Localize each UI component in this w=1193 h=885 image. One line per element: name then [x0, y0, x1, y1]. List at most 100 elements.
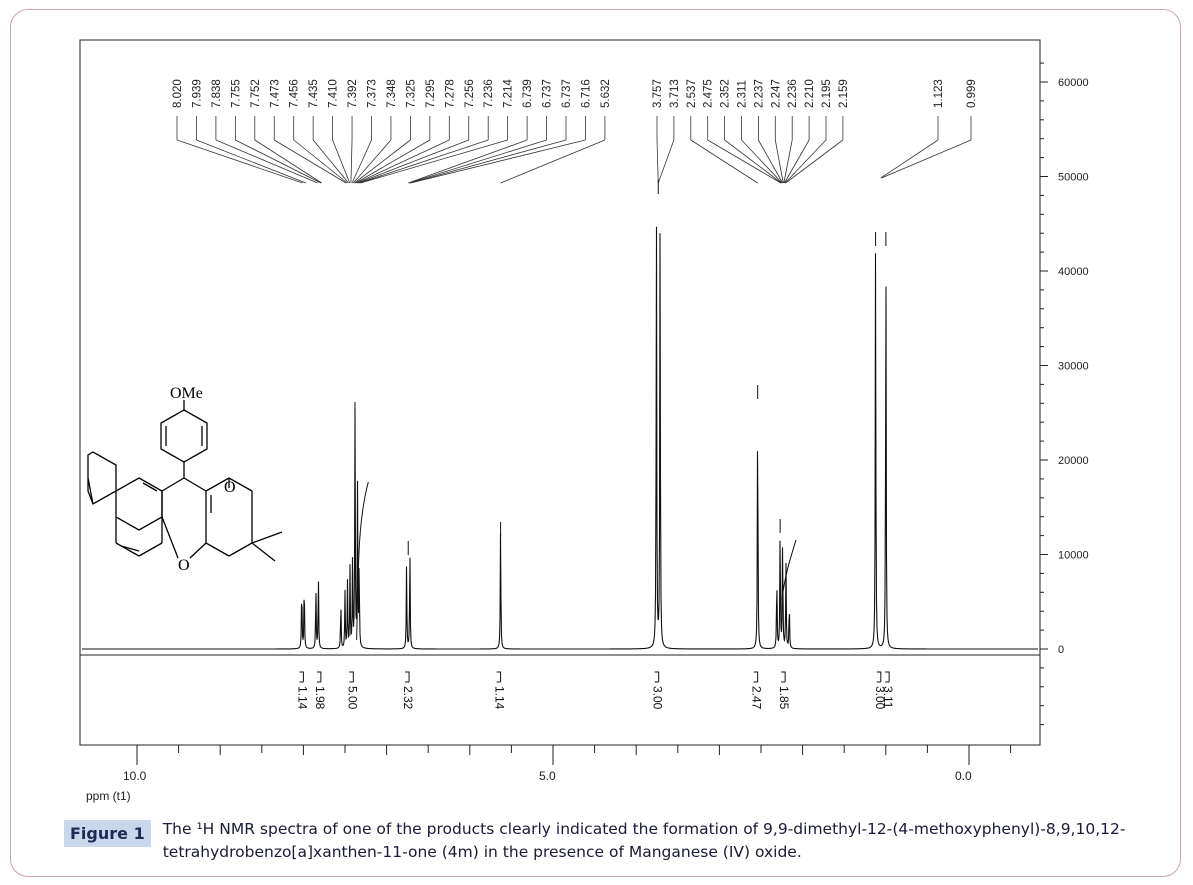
y-axis: 60000 50000 40000 30000 20000 10000 0 [1039, 40, 1089, 745]
peak-label-leader [500, 139, 606, 184]
peak-label: 2.237 [753, 79, 765, 108]
integral-value: 5.00 [345, 686, 359, 710]
peak-label-leader [360, 139, 508, 184]
peak-label-leader [355, 139, 431, 184]
peak-label-leader [332, 139, 351, 184]
peak-label: 7.236 [483, 79, 495, 108]
integral-bracket [316, 671, 322, 683]
integral-bracket [654, 671, 660, 683]
peak-labels: 8.020 7.939 7.838 7.755 7.752 7.473 7.456 7.435… [172, 79, 978, 184]
peak-label: 7.939 [191, 79, 203, 108]
peak-label-leader [880, 139, 939, 179]
peak-label-leader [215, 139, 318, 184]
naphthalene-ring-b [87, 451, 117, 505]
bond [138, 542, 163, 557]
o-ketone-label: O [224, 479, 236, 496]
peak-label-leader [353, 139, 392, 184]
integral-bracket [753, 671, 759, 683]
bond [161, 477, 185, 492]
o-ring-label: O [178, 557, 190, 574]
peak-label-leader [293, 139, 348, 184]
peak-label-leader [881, 139, 972, 179]
bond [161, 516, 179, 559]
x-axis: 10.0 5.0 0.0 [80, 744, 1040, 783]
peak-label: 2.311 [737, 80, 749, 108]
peak-label: 2.475 [703, 79, 715, 108]
peak-label: 7.392 [347, 79, 359, 108]
peak-label: 2.352 [720, 79, 732, 108]
peak-label-leader [656, 139, 659, 184]
integral-value: 1.14 [493, 686, 507, 710]
peak-label-leader [774, 139, 784, 184]
peak-label-leader [657, 139, 675, 184]
figure-label: Figure 1 [64, 820, 151, 847]
integral-bracket [496, 671, 502, 683]
peak-label-leader [356, 139, 450, 184]
peak-label-leader [741, 139, 783, 184]
y-tick-label: 40000 [1058, 266, 1089, 278]
peak-label-leader [354, 139, 411, 184]
integral-bracket [299, 671, 304, 683]
peak-label: 6.737 [561, 79, 573, 108]
peak-label-leader [409, 139, 567, 184]
peak-label: 7.295 [425, 79, 437, 108]
peak-label-leader [357, 139, 469, 184]
bond [228, 477, 253, 492]
figure-frame [10, 9, 1181, 877]
integral-curve [781, 539, 797, 601]
peak-label: 7.755 [230, 79, 242, 108]
y-tick-label: 50000 [1058, 172, 1089, 184]
integral-value: 3.00 [873, 686, 887, 710]
peak-label: 7.256 [464, 79, 476, 108]
peak-label: 7.435 [308, 79, 320, 108]
peak-label: 7.214 [503, 79, 515, 108]
peak-label-leader [408, 139, 547, 184]
figure-caption: Figure 1 The ¹H NMR spectra of one of th… [64, 818, 1174, 864]
methoxyphenyl-ring [160, 409, 208, 463]
x-axis-label: ppm (t1) [86, 789, 131, 803]
bond [205, 542, 230, 557]
bond [251, 531, 283, 544]
peak-label-leader [784, 139, 810, 184]
peak-label: 2.537 [686, 79, 698, 108]
peak-label-leader [690, 139, 758, 184]
bond [142, 482, 158, 492]
bond [87, 477, 94, 505]
integral-bracket [349, 671, 354, 683]
peak-label-leader [784, 139, 827, 184]
y-tick-label: 20000 [1058, 455, 1089, 467]
molecule-structure [87, 400, 283, 562]
integral-value: 3.00 [651, 686, 665, 710]
integral-value: 3.11 [881, 686, 895, 709]
peak-label: 2.195 [821, 79, 833, 108]
bond [120, 545, 140, 552]
peak-label: 3.713 [669, 79, 681, 108]
plot-box [79, 39, 1041, 746]
peak-label: 5.632 [600, 79, 612, 108]
x-tick-label: 10.0 [123, 769, 147, 783]
peak-label-leader [351, 139, 372, 184]
integral-value: 2.32 [401, 686, 415, 710]
integral-bracket [405, 671, 410, 683]
spectrum-trace [82, 180, 1038, 650]
y-tick-label: 60000 [1058, 77, 1089, 89]
peak-label-leader [235, 139, 322, 184]
peak-label: 7.838 [211, 79, 223, 108]
integral-value: 1.85 [777, 686, 791, 710]
peak-label: 2.247 [770, 79, 782, 108]
peak-label-leader [312, 139, 349, 184]
integrals: 1.14 1.98 5.00 2.32 1.14 3.00 2.47 1.85 3.003.11 [295, 671, 895, 710]
caption-text: The ¹H NMR spectra of one of the product… [162, 820, 1126, 861]
integral-curve [356, 481, 369, 641]
peak-label-leader [724, 139, 782, 184]
peak-label: 6.716 [580, 79, 592, 108]
peak-label: 2.159 [838, 79, 850, 108]
x-tick-label: 0.0 [955, 769, 972, 783]
peak-label: 8.020 [172, 79, 184, 108]
peak-label-leader [274, 139, 347, 184]
peak-label: 7.752 [250, 79, 262, 108]
peak-label: 7.373 [367, 79, 379, 108]
peak-label: 7.348 [386, 79, 398, 108]
peak-label: 2.210 [804, 79, 816, 108]
bond [205, 477, 230, 492]
